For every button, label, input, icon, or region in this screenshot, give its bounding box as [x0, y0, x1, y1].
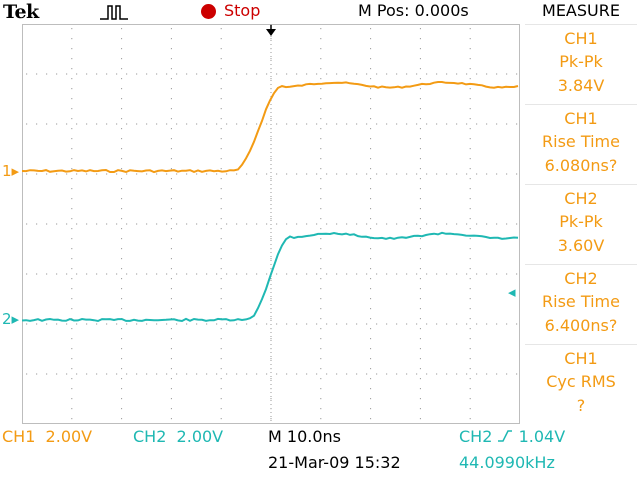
trigger-level-marker-icon[interactable]: ◂: [508, 283, 516, 301]
stop-indicator-icon: [201, 4, 216, 19]
graticule: [26, 28, 518, 420]
ch1-waveform: [22, 81, 519, 174]
measure-panel-title: MEASURE: [542, 1, 620, 20]
measurement-source: CH1: [564, 349, 598, 368]
ch2-marker-arrow-icon: ▸: [11, 310, 20, 328]
timebase-readout: M 10.0ns: [268, 427, 341, 446]
ch1-marker-arrow-icon: ▸: [11, 162, 20, 180]
brand-logo: Tek: [3, 1, 39, 23]
measurement-source: CH1: [564, 29, 598, 48]
rising-edge-icon: [498, 430, 513, 442]
measurement-value: 6.400ns?: [544, 316, 618, 335]
measurement-type: Pk-Pk: [559, 52, 603, 71]
ch1-marker-label: 1: [2, 162, 12, 180]
ch1-ground-marker[interactable]: 1▸: [2, 162, 19, 180]
run-state-label: Stop: [224, 1, 261, 20]
measurement-slot-5[interactable]: CH1 Cyc RMS ?: [525, 344, 637, 423]
measurement-type: Pk-Pk: [559, 212, 603, 231]
ch2-marker-label: 2: [2, 310, 12, 328]
date-time-readout: 21-Mar-09 15:32: [268, 453, 401, 472]
measurement-source: CH2: [564, 189, 598, 208]
ch2-ground-marker[interactable]: 2▸: [2, 310, 19, 328]
trigger-readout: CH2 1.04V: [459, 427, 565, 446]
measurement-slot-2[interactable]: CH1 Rise Time 6.080ns?: [525, 104, 637, 183]
measurement-source: CH2: [564, 269, 598, 288]
ch2-scale-readout: CH2 2.00V: [133, 427, 224, 446]
measurement-slot-4[interactable]: CH2 Rise Time 6.400ns?: [525, 264, 637, 343]
measurement-value: 3.84V: [557, 76, 605, 95]
trigger-source: CH2: [459, 427, 493, 446]
trigger-pulse-icon: [100, 5, 128, 20]
measurement-value: 6.080ns?: [544, 156, 618, 175]
ch2-waveform: [22, 231, 519, 323]
measurement-type: Cyc RMS: [546, 372, 616, 391]
measurement-type: Rise Time: [542, 292, 620, 311]
measurement-type: Rise Time: [542, 132, 620, 151]
trigger-level: 1.04V: [518, 427, 566, 446]
measurement-value: ?: [576, 396, 586, 415]
ch1-scale-readout: CH1 2.00V: [2, 427, 93, 446]
frequency-readout: 44.0990kHz: [459, 453, 555, 472]
waveform-display[interactable]: [22, 24, 520, 424]
measurement-slot-3[interactable]: CH2 Pk-Pk 3.60V: [525, 184, 637, 263]
measurement-value: 3.60V: [557, 236, 605, 255]
measurement-source: CH1: [564, 109, 598, 128]
measurement-slot-1[interactable]: CH1 Pk-Pk 3.84V: [525, 24, 637, 103]
horizontal-position-readout: M Pos: 0.000s: [358, 1, 469, 20]
